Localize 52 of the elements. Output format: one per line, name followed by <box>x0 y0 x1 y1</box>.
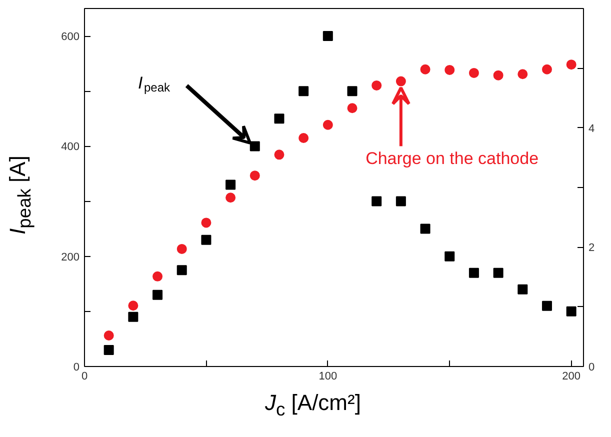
point <box>250 141 260 152</box>
y-tick-label: 200 <box>61 251 80 264</box>
y2-tick-label: 4 <box>588 122 595 135</box>
x-tick-label: 0 <box>81 370 88 382</box>
point <box>152 271 163 282</box>
point <box>322 31 333 42</box>
point <box>104 344 114 355</box>
point <box>493 70 504 80</box>
point <box>152 290 163 300</box>
point <box>274 150 284 160</box>
point <box>298 86 309 96</box>
point <box>444 251 455 262</box>
point <box>201 218 212 228</box>
point <box>347 103 358 114</box>
point <box>396 196 406 206</box>
point <box>104 330 114 340</box>
y-tick-label: 600 <box>61 31 80 44</box>
point <box>566 60 576 70</box>
point <box>176 265 187 276</box>
y2-tick-label: 2 <box>588 242 595 254</box>
point <box>201 234 212 245</box>
point <box>542 64 552 74</box>
point <box>372 80 382 90</box>
point <box>396 76 406 86</box>
point <box>274 114 284 124</box>
point <box>518 284 528 294</box>
x-axis-title: J$_{c}$ [A/cm²] <box>265 390 361 422</box>
point <box>226 180 236 190</box>
point <box>372 196 382 206</box>
point <box>128 300 138 311</box>
point <box>347 86 358 96</box>
annotation: Charge on the cathode <box>366 148 539 168</box>
x-tick-label: 100 <box>318 370 338 382</box>
point <box>542 300 552 311</box>
point <box>250 170 260 181</box>
point <box>226 192 236 203</box>
point <box>566 306 576 316</box>
point <box>420 224 430 234</box>
point <box>444 64 455 75</box>
point <box>468 268 479 278</box>
point <box>468 68 479 78</box>
point <box>420 64 430 74</box>
point <box>298 132 309 143</box>
y-tick-label: 0 <box>73 362 80 374</box>
y-tick-label: 400 <box>61 141 80 154</box>
point <box>176 244 187 254</box>
point <box>128 312 138 322</box>
point <box>493 268 504 278</box>
y2-tick-label: 0 <box>588 362 595 374</box>
point <box>322 120 333 130</box>
point <box>518 69 528 80</box>
x-tick-label: 200 <box>562 370 581 382</box>
